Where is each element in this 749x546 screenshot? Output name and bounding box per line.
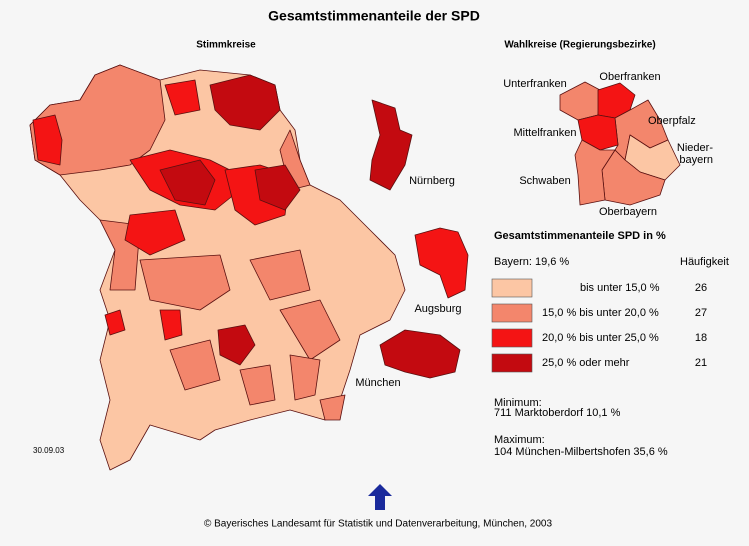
region bbox=[124, 209, 186, 256]
region bbox=[164, 79, 201, 116]
inset-muenchen bbox=[379, 329, 461, 379]
region-labels: Unterfranken Oberfranken Oberpfalz Mittelfr… bbox=[503, 71, 713, 218]
footer: © Bayerisches Landesamt für Statistik un… bbox=[204, 519, 553, 530]
region bbox=[217, 324, 256, 366]
legend-label: 20,0 % bis unter 25,0 % bbox=[542, 332, 659, 344]
region bbox=[159, 159, 216, 206]
legend-label: 15,0 % bis unter 20,0 % bbox=[542, 307, 659, 319]
legend-swatch bbox=[491, 278, 533, 298]
legend-swatch bbox=[491, 353, 533, 373]
bayern-value: Bayern: 19,6 % bbox=[494, 256, 569, 268]
legend-title: Gesamtstimmenanteile SPD in % bbox=[494, 230, 666, 242]
right-map bbox=[559, 81, 681, 206]
region bbox=[279, 299, 341, 361]
region bbox=[209, 74, 281, 131]
region bbox=[169, 339, 221, 391]
region bbox=[29, 64, 166, 176]
legend-label: 25,0 % oder mehr bbox=[542, 357, 630, 369]
maximum-heading: Maximum: bbox=[494, 434, 545, 446]
inset-label: München bbox=[355, 377, 400, 389]
legend: bis unter 15,0 % 26 15,0 % bis unter 20,0 … bbox=[491, 278, 707, 373]
region-label: Nieder- bbox=[677, 142, 713, 154]
region bbox=[239, 364, 276, 406]
maximum-text: 104 München-Milbertshofen 35,6 % bbox=[494, 446, 668, 458]
legend-count: 27 bbox=[695, 307, 707, 319]
region bbox=[249, 249, 311, 301]
region bbox=[32, 114, 63, 166]
left-map-title: Stimmkreise bbox=[196, 40, 256, 51]
region-label: Unterfranken bbox=[503, 78, 567, 90]
region bbox=[574, 139, 616, 206]
count-header: Häufigkeit bbox=[680, 256, 729, 268]
region bbox=[289, 354, 321, 401]
region-label: bayern bbox=[679, 154, 713, 166]
region bbox=[104, 309, 126, 336]
region-label: Mittelfranken bbox=[514, 127, 577, 139]
title: Gesamtstimmenanteile der SPD bbox=[268, 8, 480, 24]
legend-count: 18 bbox=[695, 332, 707, 344]
region-label: Oberfranken bbox=[599, 71, 660, 83]
inset-label: Nürnberg bbox=[409, 175, 455, 187]
nav-arrow[interactable] bbox=[368, 484, 392, 510]
legend-count: 21 bbox=[695, 357, 707, 369]
date: 30.09.03 bbox=[33, 446, 65, 455]
inset-nuernberg bbox=[369, 99, 413, 191]
region bbox=[139, 254, 231, 311]
minimum-heading: Minimum: bbox=[494, 397, 542, 409]
region-label: Schwaben bbox=[519, 175, 570, 187]
region bbox=[254, 164, 301, 211]
region bbox=[159, 309, 183, 341]
legend-swatch bbox=[491, 328, 533, 348]
left-map: Nürnberg Augsburg München bbox=[29, 64, 469, 471]
inset-augsburg bbox=[414, 227, 469, 299]
minimum-text: 711 Marktoberdorf 10,1 % bbox=[494, 407, 621, 419]
region bbox=[319, 394, 346, 421]
legend-count: 26 bbox=[695, 282, 707, 294]
legend-label: bis unter 15,0 % bbox=[580, 282, 660, 294]
region-label: Oberbayern bbox=[599, 206, 657, 218]
region-label: Oberpfalz bbox=[648, 115, 696, 127]
legend-swatch bbox=[491, 303, 533, 323]
inset-label: Augsburg bbox=[414, 303, 461, 315]
right-map-title: Wahlkreise (Regierungsbezirke) bbox=[504, 40, 655, 51]
